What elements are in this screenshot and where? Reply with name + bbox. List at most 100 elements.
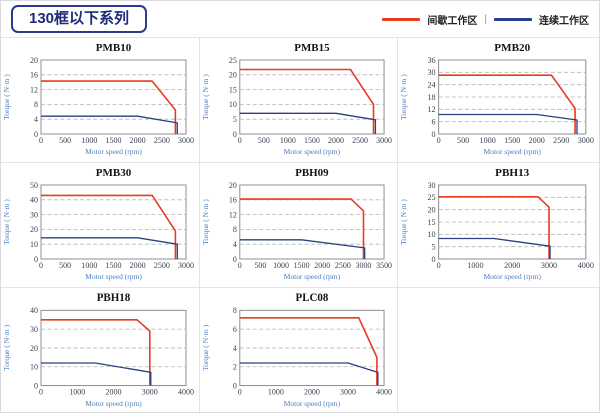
series-intermittent: [239, 198, 365, 259]
x-tick-label: 2000: [529, 136, 545, 145]
x-tick-label: 1500: [504, 136, 520, 145]
x-tick-label: 1000: [69, 388, 85, 397]
y-tick-label: 30: [30, 210, 38, 219]
chart-pbh09: PBH09 0 4 8 12 16 20 0 500 1000 1500 2000 2500 3000 35…: [200, 163, 398, 288]
x-tick-label: 1000: [280, 136, 296, 145]
x-tick-label: 4000: [376, 388, 392, 397]
x-tick-label: 500: [258, 136, 270, 145]
x-tick-label: 1000: [480, 136, 496, 145]
x-tick-label: 4000: [178, 388, 194, 397]
x-tick-label: 1500: [294, 261, 310, 270]
series-continuous: [41, 237, 178, 259]
y-tick-label: 4: [233, 240, 237, 249]
series-intermittent: [438, 74, 576, 134]
chart-canvas: PMB15 0 5 10 15 20 25 0 500 1000 1500 2000 2500 3000 M…: [201, 42, 392, 156]
y-tick-label: 8: [233, 306, 237, 315]
x-axis-label: Motor speed (rpm): [284, 147, 341, 156]
x-tick-label: 3500: [376, 261, 392, 270]
legend-separator: |: [484, 13, 487, 25]
x-tick-label: 500: [59, 261, 71, 270]
series-continuous: [438, 237, 551, 259]
series-tab-130-frame[interactable]: 130框以下系列: [11, 5, 148, 33]
series-continuous: [239, 112, 377, 134]
x-tick-label: 2500: [154, 261, 170, 270]
chart-title: PMB10: [96, 42, 132, 54]
chart-title: PMB20: [494, 42, 530, 54]
y-tick-label: 20: [30, 56, 38, 65]
y-tick-label: 15: [229, 85, 237, 94]
x-tick-label: 500: [254, 261, 266, 270]
y-tick-label: 12: [229, 210, 237, 219]
y-tick-label: 25: [427, 193, 435, 202]
series-continuous: [239, 362, 379, 386]
chart-pmb30: PMB30 0 10 20 30 40 50 0 500 1000 1500 2000 2500 3000…: [1, 163, 200, 288]
y-tick-label: 36: [427, 56, 435, 65]
chart-canvas: PMB10 0 4 8 12 16 20 0 500 1000 1500 2000 2500 3000 Mo…: [2, 42, 194, 156]
y-tick-label: 12: [30, 85, 38, 94]
series-intermittent: [239, 68, 375, 134]
chart-canvas: PBH09 0 4 8 12 16 20 0 500 1000 1500 2000 2500 3000 35…: [201, 167, 392, 281]
chart-pmb15: PMB15 0 5 10 15 20 25 0 500 1000 1500 2000 2500 3000 M…: [200, 38, 398, 163]
y-tick-label: 20: [30, 225, 38, 234]
x-tick-label: 1500: [106, 136, 122, 145]
plot-border: [438, 59, 587, 135]
x-tick-label: 0: [437, 261, 441, 270]
chart-pbh18: PBH18 0 10 20 30 40 0 1000 2000 3000 4000 Motor spe…: [1, 288, 200, 412]
y-axis-label: Torque ( N·m ): [201, 324, 210, 371]
y-tick-label: 20: [229, 71, 237, 80]
x-tick-label: 3000: [142, 388, 158, 397]
continuous-zone-line-icon: [494, 17, 532, 21]
chart-title: PBH13: [495, 167, 530, 179]
series-intermittent: [41, 194, 177, 259]
x-tick-label: 0: [238, 261, 242, 270]
y-tick-label: 30: [427, 68, 435, 77]
y-tick-label: 5: [233, 115, 237, 124]
x-tick-label: 3000: [578, 136, 594, 145]
plot-border: [40, 59, 187, 135]
x-tick-label: 2000: [328, 136, 344, 145]
x-axis-label: Motor speed (rpm): [284, 272, 341, 281]
chart-title: PMB15: [294, 42, 330, 54]
chart-title: PMB30: [96, 167, 132, 179]
y-tick-label: 25: [229, 56, 237, 65]
x-axis-label: Motor speed (rpm): [483, 272, 541, 281]
y-axis-label: Torque ( N·m ): [201, 199, 210, 245]
x-axis-label: Motor speed (rpm): [85, 272, 142, 281]
y-tick-label: 8: [34, 100, 38, 109]
chart-title: PBH09: [295, 167, 329, 179]
y-tick-label: 0: [431, 255, 435, 264]
y-tick-label: 0: [233, 130, 237, 139]
y-tick-label: 40: [30, 196, 38, 205]
x-axis-label: Motor speed (rpm): [284, 399, 341, 408]
y-tick-label: 30: [427, 181, 435, 190]
x-tick-label: 2000: [504, 261, 520, 270]
y-tick-label: 0: [233, 255, 237, 264]
y-tick-label: 10: [30, 240, 38, 249]
y-tick-label: 6: [431, 118, 435, 127]
plot-border: [40, 184, 187, 260]
y-tick-label: 20: [229, 181, 237, 190]
x-tick-label: 2000: [106, 388, 122, 397]
page-header: 130框以下系列 间歇工作区 | 连续工作区: [1, 1, 599, 37]
x-axis-label: Motor speed (rpm): [483, 147, 541, 156]
y-tick-label: 40: [30, 306, 38, 315]
y-tick-label: 50: [30, 181, 38, 190]
x-tick-label: 2500: [352, 136, 368, 145]
y-tick-label: 16: [229, 196, 237, 205]
x-tick-label: 2000: [304, 388, 320, 397]
y-tick-label: 2: [233, 363, 237, 372]
y-tick-label: 10: [427, 230, 435, 239]
x-tick-label: 1500: [106, 261, 122, 270]
y-tick-label: 5: [431, 243, 435, 252]
chart-title: PLC08: [296, 292, 329, 304]
y-tick-label: 10: [229, 100, 237, 109]
x-axis-label: Motor speed (rpm): [85, 147, 142, 156]
series-intermittent: [239, 317, 378, 386]
series-continuous: [438, 113, 578, 134]
x-tick-label: 0: [437, 136, 441, 145]
chart-pbh13: PBH13 0 5 10 15 20 25 30 0 1000 2000 3000 4000 Motor …: [398, 163, 599, 288]
y-tick-label: 10: [30, 363, 38, 372]
